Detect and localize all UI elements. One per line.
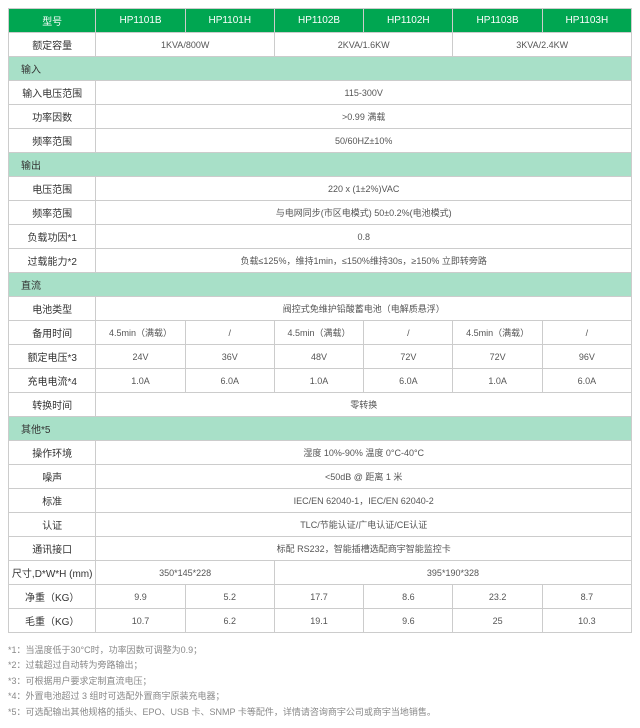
section-input: 输入: [9, 57, 632, 81]
pf-val: >0.99 满载: [96, 105, 632, 129]
footnote-4: *4：外置电池超过 3 组时可选配外置商宇原装充电器；: [8, 689, 632, 703]
transfer-val: 零转换: [96, 393, 632, 417]
rated-cap-1: 2KVA/1.6KW: [274, 33, 453, 57]
section-output: 输出: [9, 153, 632, 177]
model-label: 型号: [9, 9, 96, 33]
spec-table: 型号 HP1101B HP1101H HP1102B HP1102H HP110…: [8, 8, 632, 633]
std-label: 标准: [9, 489, 96, 513]
col-2: HP1102B: [274, 9, 363, 33]
rated-cap-0: 1KVA/800W: [96, 33, 275, 57]
cert-label: 认证: [9, 513, 96, 537]
section-dc: 直流: [9, 273, 632, 297]
input-voltage-label: 输入电压范围: [9, 81, 96, 105]
noise-val: <50dB @ 距离 1 米: [96, 465, 632, 489]
charge-i-row: 充电电流*4 1.0A 6.0A 1.0A 6.0A 1.0A 6.0A: [9, 369, 632, 393]
batt-type-val: 阀控式免维护铅酸蓄电池（电解质悬浮）: [96, 297, 632, 321]
out-f-val: 与电网同步(市区电模式) 50±0.2%(电池模式): [96, 201, 632, 225]
backup-row: 备用时间 4.5min（满载） / 4.5min（满载） / 4.5min（满载…: [9, 321, 632, 345]
col-0: HP1101B: [96, 9, 185, 33]
footnote-5: *5：可选配输出其他规格的插头、EPO、USB 卡、SNMP 卡等配件，详情请咨…: [8, 705, 632, 719]
out-f-label: 频率范围: [9, 201, 96, 225]
input-voltage-val: 115-300V: [96, 81, 632, 105]
std-val: IEC/EN 62040-1，IEC/EN 62040-2: [96, 489, 632, 513]
env-val: 湿度 10%-90% 温度 0°C-40°C: [96, 441, 632, 465]
footnote-1: *1：当温度低于30°C时，功率因数可调整为0.9；: [8, 643, 632, 657]
batt-type-label: 电池类型: [9, 297, 96, 321]
comm-label: 通讯接口: [9, 537, 96, 561]
dims-row: 尺寸,D*W*H (mm) 350*145*228 395*190*328: [9, 561, 632, 585]
section-other: 其他*5: [9, 417, 632, 441]
freq-label: 频率范围: [9, 129, 96, 153]
cert-val: TLC/节能认证/广电认证/CE认证: [96, 513, 632, 537]
rated-capacity-row: 额定容量 1KVA/800W 2KVA/1.6KW 3KVA/2.4KW: [9, 33, 632, 57]
col-4: HP1103B: [453, 9, 542, 33]
env-label: 操作环境: [9, 441, 96, 465]
overload-label: 过载能力*2: [9, 249, 96, 273]
footnote-2: *2：过载超过自动转为旁路输出；: [8, 658, 632, 672]
comm-val: 标配 RS232，智能插槽选配商宇智能监控卡: [96, 537, 632, 561]
net-wt-row: 净重（KG） 9.9 5.2 17.7 8.6 23.2 8.7: [9, 585, 632, 609]
crest-label: 负载功因*1: [9, 225, 96, 249]
gross-wt-row: 毛重（KG） 10.7 6.2 19.1 9.6 25 10.3: [9, 609, 632, 633]
out-v-val: 220 x (1±2%)VAC: [96, 177, 632, 201]
col-5: HP1103H: [542, 9, 631, 33]
transfer-label: 转换时间: [9, 393, 96, 417]
rated-cap-label: 额定容量: [9, 33, 96, 57]
header-row: 型号 HP1101B HP1101H HP1102B HP1102H HP110…: [9, 9, 632, 33]
overload-val: 负载≤125%，维持1min，≤150%维持30s，≥150% 立即转旁路: [96, 249, 632, 273]
freq-val: 50/60HZ±10%: [96, 129, 632, 153]
pf-label: 功率因数: [9, 105, 96, 129]
crest-val: 0.8: [96, 225, 632, 249]
footnotes: *1：当温度低于30°C时，功率因数可调整为0.9； *2：过载超过自动转为旁路…: [8, 643, 632, 719]
noise-label: 噪声: [9, 465, 96, 489]
col-3: HP1102H: [364, 9, 453, 33]
col-1: HP1101H: [185, 9, 274, 33]
rated-v-row: 额定电压*3 24V 36V 48V 72V 72V 96V: [9, 345, 632, 369]
out-v-label: 电压范围: [9, 177, 96, 201]
rated-cap-2: 3KVA/2.4KW: [453, 33, 632, 57]
footnote-3: *3：可根据用户要求定制直流电压；: [8, 674, 632, 688]
